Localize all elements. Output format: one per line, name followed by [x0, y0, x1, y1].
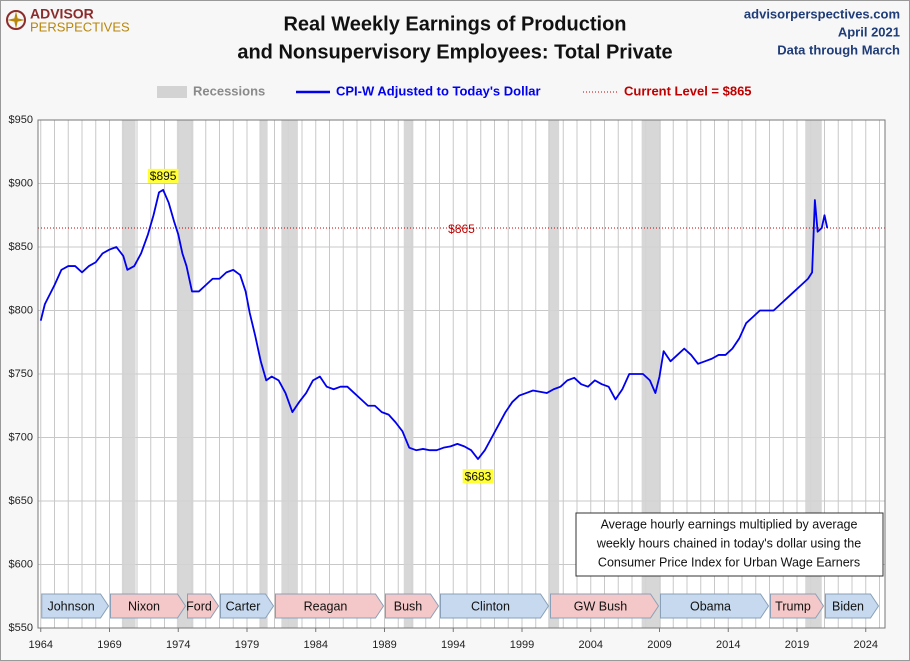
x-tick-label: 1994 — [441, 639, 465, 651]
y-tick-label: $800 — [9, 304, 33, 316]
president-term — [550, 593, 660, 619]
x-tick-label: 1979 — [235, 639, 259, 651]
logo-text: PERSPECTIVES — [30, 19, 130, 34]
annotation-label: $895 — [150, 169, 177, 183]
legend: Recessions CPI-W Adjusted to Today's Dol… — [157, 83, 752, 98]
president-term — [385, 593, 440, 619]
president-name: Trump — [775, 599, 811, 613]
x-tick-label: 2024 — [854, 639, 878, 651]
president-name: Biden — [832, 599, 864, 613]
recession-band — [176, 120, 194, 628]
y-tick-label: $550 — [9, 622, 33, 634]
chart-title: Real Weekly Earnings of Production — [283, 13, 626, 35]
president-term — [110, 593, 187, 619]
president-term — [440, 593, 550, 619]
recession-band — [805, 120, 822, 628]
president-term — [660, 593, 770, 619]
x-tick-label: 2019 — [785, 639, 809, 651]
source: advisorperspectives.com — [744, 6, 900, 21]
legend-label: Recessions — [193, 83, 265, 98]
plot-border — [37, 119, 886, 629]
recession-band — [641, 120, 661, 628]
president-term — [770, 593, 825, 619]
chart-title: and Nonsupervisory Employees: Total Priv… — [237, 41, 672, 63]
current-level-label: $865 — [448, 222, 475, 236]
y-tick-label: $700 — [9, 431, 33, 443]
recession-band — [121, 120, 136, 628]
president-name: Nixon — [128, 599, 160, 613]
president-name: Johnson — [47, 599, 94, 613]
annotation-label: $683 — [465, 469, 492, 483]
note-box — [575, 512, 884, 577]
x-tick-label: 1964 — [29, 639, 53, 651]
recession-band — [548, 120, 560, 628]
note-text: Average hourly earnings multiplied by av… — [601, 517, 858, 531]
president-name: Bush — [394, 599, 423, 613]
president-term — [41, 593, 110, 619]
x-tick-label: 1969 — [97, 639, 121, 651]
note-text: weekly hours chained in today's dollar u… — [596, 536, 861, 550]
source: Data through March — [777, 42, 900, 57]
x-tick-label: 1974 — [166, 639, 190, 651]
president-name: Reagan — [304, 599, 348, 613]
x-tick-label: 1984 — [304, 639, 328, 651]
note: Average hourly earnings multiplied by av… — [575, 512, 884, 577]
x-tick-label: 2004 — [579, 639, 603, 651]
logo-text: ADVISOR — [30, 6, 94, 22]
president-term — [275, 593, 385, 619]
y-tick-label: $750 — [9, 368, 33, 380]
president-name: Carter — [226, 599, 261, 613]
annotation-bg — [147, 168, 179, 183]
series-line — [39, 188, 829, 460]
annotation-bg — [462, 469, 494, 484]
x-tick-label: 2014 — [716, 639, 740, 651]
y-tick-label: $900 — [9, 177, 33, 189]
recession-band — [403, 120, 414, 628]
y-tick-label: $600 — [9, 558, 33, 570]
x-tick-label: 1989 — [372, 639, 396, 651]
y-tick-label: $950 — [9, 114, 33, 126]
president-name: Clinton — [471, 599, 510, 613]
president-name: Ford — [186, 599, 212, 613]
note-text: Consumer Price Index for Urban Wage Earn… — [598, 555, 860, 569]
president-term — [825, 593, 880, 619]
x-tick-label: 1999 — [510, 639, 534, 651]
recession-band — [281, 120, 298, 628]
logo-icon — [7, 11, 25, 29]
legend-swatch — [157, 86, 187, 98]
y-tick-label: $850 — [9, 241, 33, 253]
legend-label: CPI-W Adjusted to Today's Dollar — [336, 83, 541, 98]
president-name: GW Bush — [574, 599, 628, 613]
president-term — [187, 593, 220, 619]
y-tick-label: $650 — [9, 495, 33, 507]
president-name: Obama — [690, 599, 731, 613]
source: April 2021 — [838, 24, 900, 39]
legend-label: Current Level = $865 — [624, 83, 752, 98]
x-tick-label: 2009 — [647, 639, 671, 651]
president-term — [220, 593, 275, 619]
